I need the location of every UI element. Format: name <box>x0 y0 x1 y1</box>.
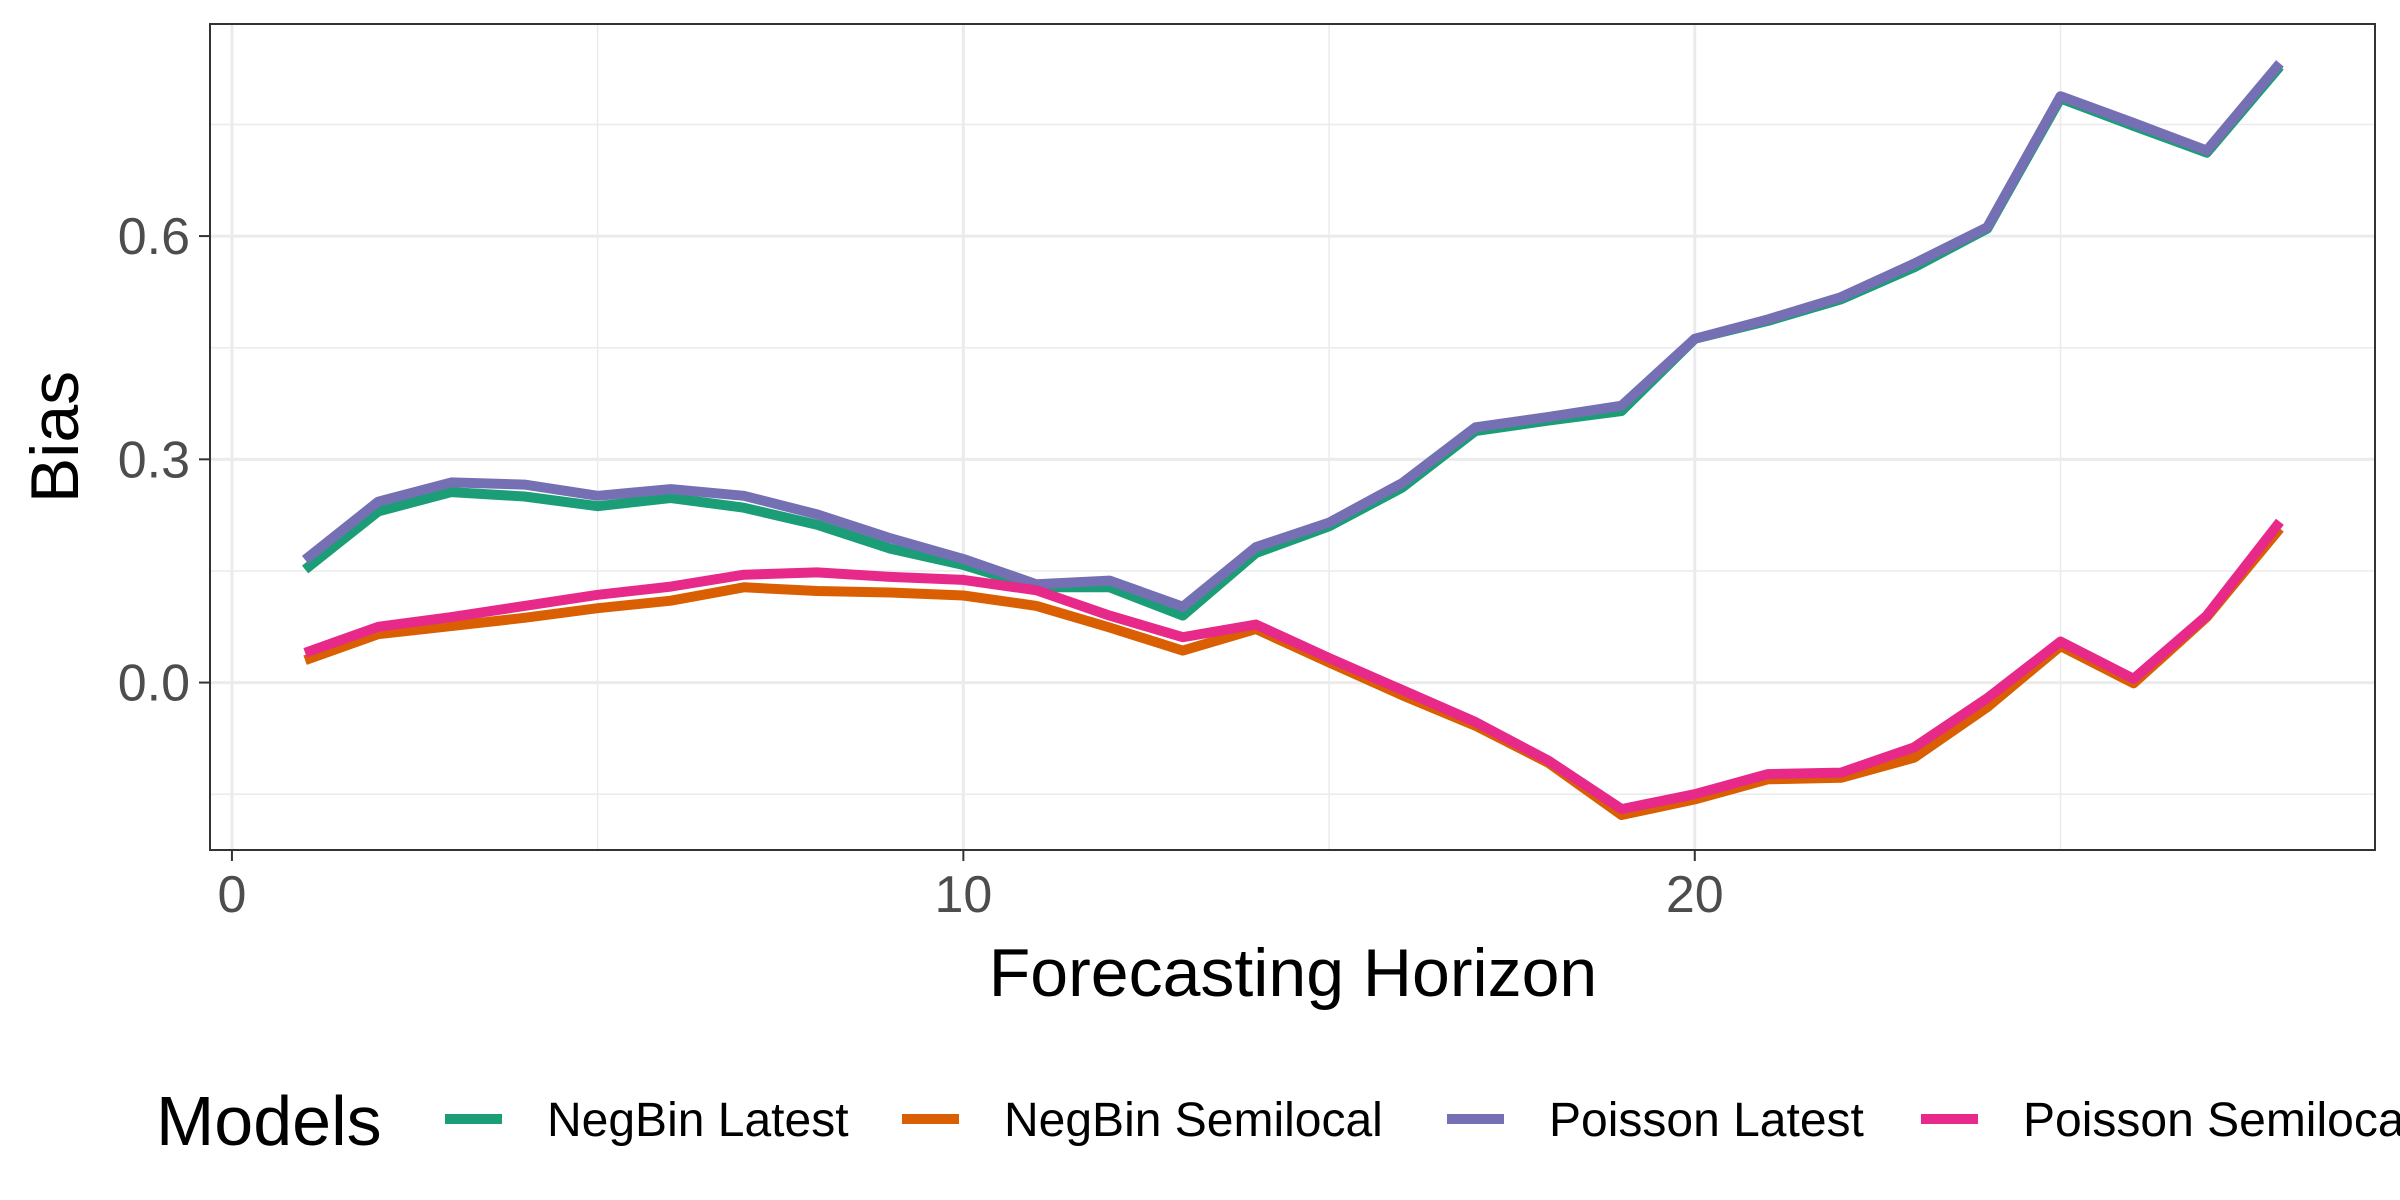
series-lines <box>301 60 2284 820</box>
legend-label-poisson-latest: Poisson Latest <box>1549 1094 1864 1147</box>
legend-label-negbin-semilocal: NegBin Semilocal <box>1004 1094 1383 1147</box>
x-tick-label: 20 <box>1666 866 1724 924</box>
minor-gridlines <box>210 24 2375 850</box>
panel-border <box>209 23 2376 851</box>
panel-background <box>210 24 2375 850</box>
y-tick-label: 0.3 <box>118 431 190 489</box>
major-gridlines <box>210 24 2375 850</box>
x-tick-label: 0 <box>217 866 246 924</box>
x-axis-ticks: 0 10 20 <box>217 850 1724 924</box>
x-tick-label: 10 <box>934 866 992 924</box>
legend-title: Models <box>156 1082 382 1160</box>
series-line-poisson-latest <box>301 60 2284 612</box>
y-axis-ticks: 0.0 0.3 0.6 <box>118 208 210 713</box>
x-axis-title: Forecasting Horizon <box>989 935 1597 1011</box>
y-tick-label: 0.0 <box>118 655 190 713</box>
legend-label-negbin-latest: NegBin Latest <box>547 1094 849 1147</box>
legend: Models NegBin Latest NegBin Semilocal Pois… <box>156 1082 2400 1160</box>
y-axis-title: Bias <box>17 371 93 503</box>
series-line-poisson-semilocal <box>303 518 2284 815</box>
y-tick-label: 0.6 <box>118 208 190 266</box>
legend-label-poisson-semilocal: Poisson Semilocal <box>2023 1094 2400 1147</box>
